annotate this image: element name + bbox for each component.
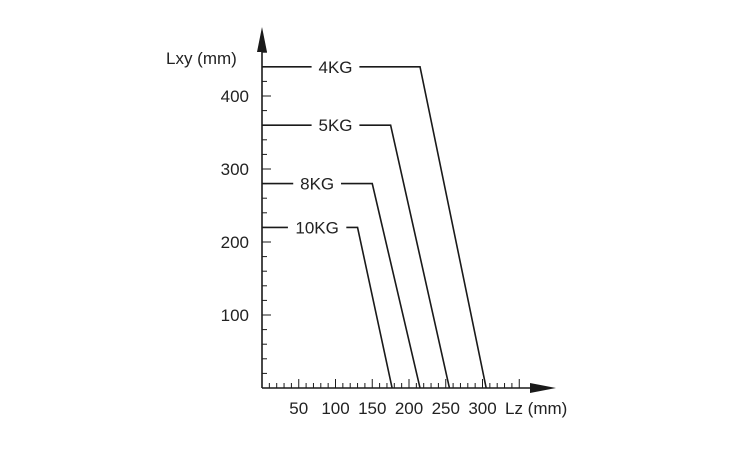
- series-label: 10KG: [295, 218, 338, 237]
- series-line: [359, 124, 451, 389]
- x-tick-label: 200: [395, 399, 423, 418]
- minor-ticks: [262, 51, 520, 388]
- y-tick-label: 400: [221, 87, 249, 106]
- series-5kg: 5KG: [262, 116, 451, 389]
- series-label: 8KG: [300, 175, 334, 194]
- x-tick-label: 150: [358, 399, 386, 418]
- x-axis-arrow: [530, 383, 556, 393]
- series-label: 4KG: [318, 58, 352, 77]
- series-10kg: 10KG: [262, 218, 393, 389]
- x-tick-label: 50: [289, 399, 308, 418]
- y-tick-label: 300: [221, 160, 249, 179]
- series-8kg: 8KG: [262, 175, 421, 389]
- series-4kg: 4KG: [262, 58, 487, 389]
- x-tick-label: 100: [321, 399, 349, 418]
- y-axis-title: Lxy (mm): [166, 49, 237, 68]
- y-tick-label: 100: [221, 306, 249, 325]
- series-line: [341, 182, 421, 389]
- x-axis-title: Lz (mm): [505, 399, 567, 418]
- y-axis-arrow: [257, 27, 267, 52]
- y-tick-labels: 100 200 300 400: [221, 87, 249, 325]
- x-tick-label: 250: [432, 399, 460, 418]
- series-line: [359, 66, 487, 389]
- series-line: [346, 226, 393, 389]
- series-lines: 4KG 5KG 8KG 10KG: [262, 58, 487, 389]
- x-tick-labels: 50 100 150 200 250 300: [289, 399, 496, 418]
- x-tick-label: 300: [468, 399, 496, 418]
- y-tick-label: 200: [221, 233, 249, 252]
- series-label: 5KG: [318, 116, 352, 135]
